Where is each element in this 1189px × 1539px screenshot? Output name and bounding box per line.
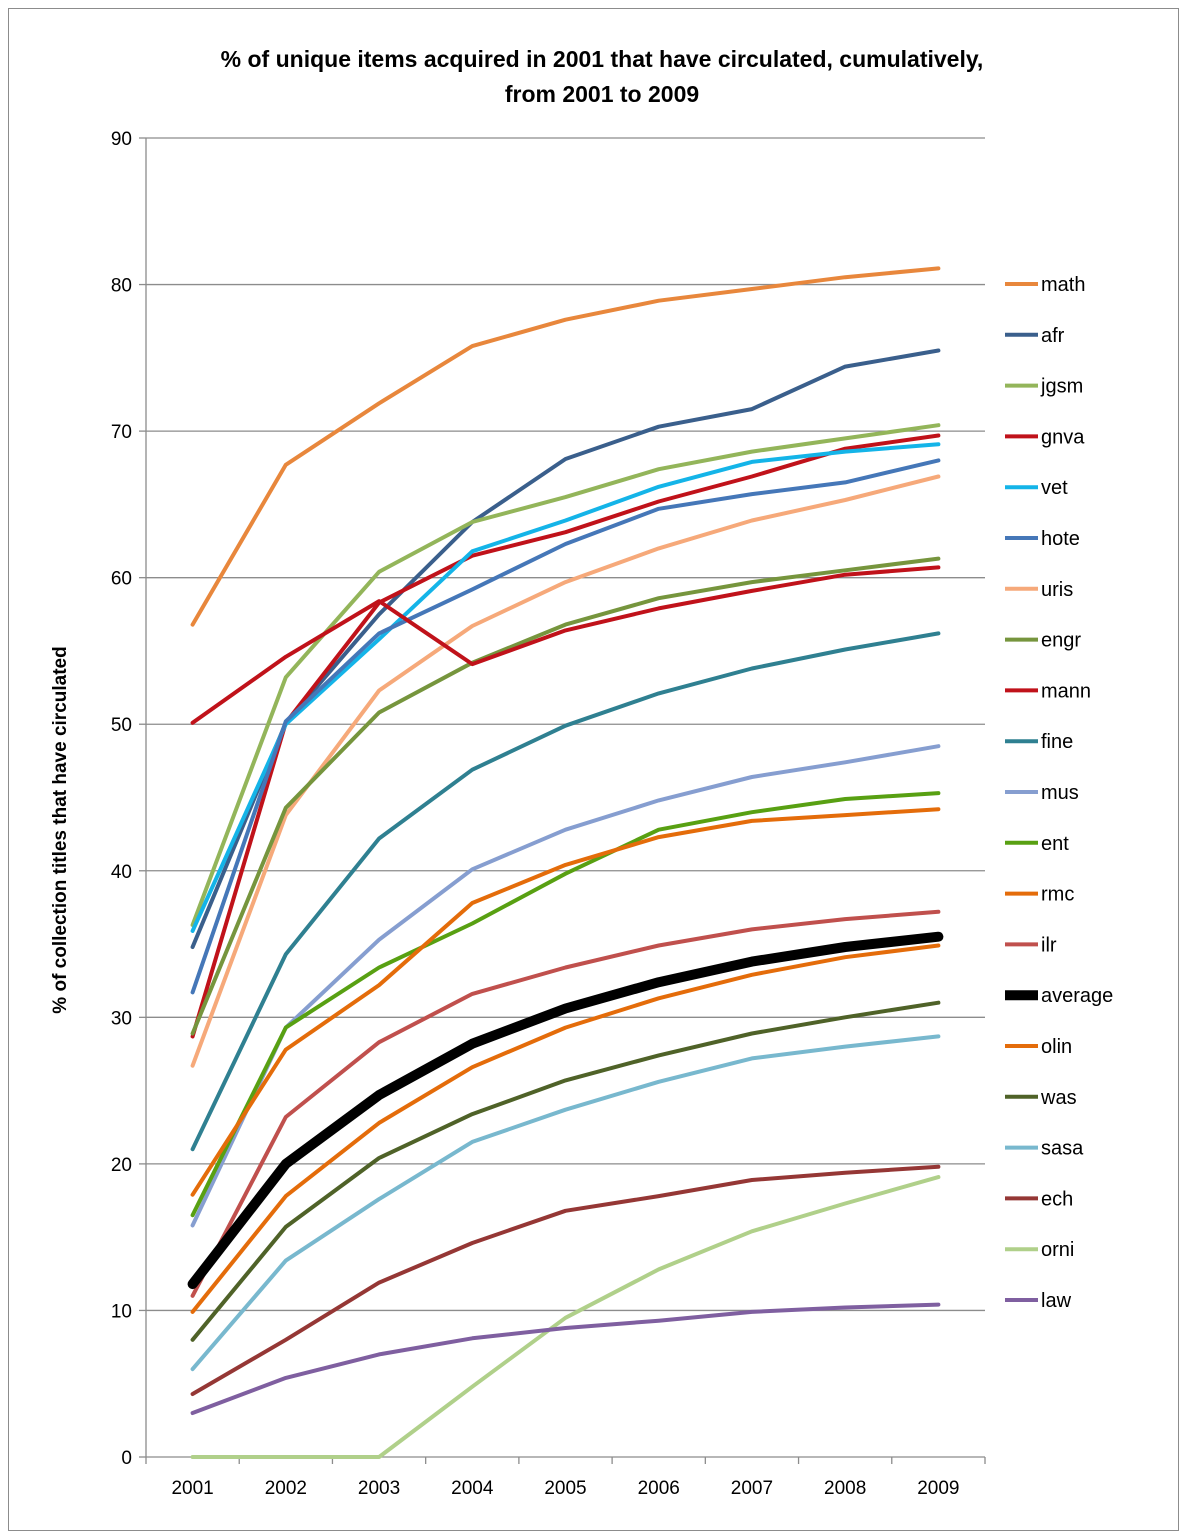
series-line-math bbox=[190, 266, 941, 627]
x-tick-label: 2004 bbox=[451, 1478, 494, 1499]
legend-label-engr: engr bbox=[1041, 630, 1081, 652]
x-tick-label: 2003 bbox=[358, 1478, 400, 1499]
legend-label-fine: fine bbox=[1041, 731, 1073, 753]
y-tick-label: 60 bbox=[111, 569, 132, 590]
y-tick-label: 30 bbox=[111, 1008, 132, 1029]
legend-label-math: math bbox=[1041, 274, 1085, 296]
axes bbox=[139, 137, 986, 1464]
legend-label-ent: ent bbox=[1041, 833, 1069, 855]
legend-label-mus: mus bbox=[1041, 782, 1079, 804]
series-line-ilr bbox=[190, 909, 941, 1298]
legend-label-mann: mann bbox=[1041, 680, 1091, 702]
series-line-olin bbox=[190, 943, 941, 1314]
y-tick-label: 10 bbox=[111, 1301, 132, 1322]
series-line-mann bbox=[190, 565, 941, 725]
legend-label-ech: ech bbox=[1041, 1188, 1073, 1210]
y-tick-label: 80 bbox=[111, 276, 132, 297]
legend-label-gnva: gnva bbox=[1041, 426, 1085, 448]
series-line-uris bbox=[190, 474, 941, 1068]
series-line-jgsm bbox=[190, 423, 941, 927]
series-line-was bbox=[190, 1000, 941, 1342]
series-lines bbox=[187, 266, 944, 1459]
legend-label-orni: orni bbox=[1041, 1239, 1074, 1261]
legend-label-uris: uris bbox=[1041, 579, 1073, 601]
y-tick-label: 20 bbox=[111, 1155, 132, 1176]
series-line-fine bbox=[190, 631, 941, 1152]
series-line-rmc bbox=[190, 807, 941, 1197]
x-tick-label: 2007 bbox=[731, 1478, 773, 1499]
y-tick-label: 50 bbox=[111, 715, 132, 736]
legend-label-ilr: ilr bbox=[1041, 934, 1057, 956]
series-line-gnva bbox=[190, 433, 941, 1039]
series-line-law bbox=[190, 1302, 941, 1415]
x-tick-label: 2009 bbox=[917, 1478, 959, 1499]
x-tick-label: 2005 bbox=[544, 1478, 586, 1499]
x-axis-ticks: 2001 2002 2003 2004 2005 2006 2007 2008 2009 bbox=[171, 1478, 959, 1499]
y-tick-label: 90 bbox=[111, 129, 132, 150]
series-line-average bbox=[187, 931, 944, 1290]
series-line-engr bbox=[190, 556, 941, 1036]
series-line-sasa bbox=[190, 1034, 941, 1372]
x-tick-label: 2006 bbox=[638, 1478, 680, 1499]
legend-label-jgsm: jgsm bbox=[1040, 376, 1083, 398]
chart-title-line-1: % of unique items acquired in 2001 that … bbox=[221, 46, 984, 72]
y-tick-label: 40 bbox=[111, 862, 132, 883]
x-tick-label: 2008 bbox=[824, 1478, 866, 1499]
legend-label-hote: hote bbox=[1041, 528, 1080, 550]
legend-label-sasa: sasa bbox=[1041, 1138, 1084, 1160]
series-line-ent bbox=[190, 791, 941, 1218]
x-tick-label: 2001 bbox=[171, 1478, 213, 1499]
legend-label-was: was bbox=[1040, 1087, 1077, 1109]
legend-label-law: law bbox=[1041, 1290, 1072, 1312]
series-line-mus bbox=[190, 744, 941, 1228]
legend: math afr jgsm gnva vet hote uris engr mann fine mu… bbox=[1005, 274, 1113, 1312]
legend-label-average: average bbox=[1041, 985, 1113, 1007]
chart-title-line-2: from 2001 to 2009 bbox=[505, 81, 699, 107]
y-tick-label: 70 bbox=[111, 422, 132, 443]
series-line-afr bbox=[190, 348, 941, 949]
series-line-vet bbox=[190, 442, 941, 933]
x-tick-label: 2002 bbox=[265, 1478, 307, 1499]
legend-label-afr: afr bbox=[1041, 325, 1065, 347]
legend-label-rmc: rmc bbox=[1041, 884, 1074, 906]
y-axis-label: % of collection titles that have circula… bbox=[50, 646, 71, 1013]
y-axis-ticks: 0 10 20 30 40 50 60 70 80 90 bbox=[111, 129, 132, 1469]
series-line-ech bbox=[190, 1164, 941, 1396]
legend-label-olin: olin bbox=[1041, 1036, 1072, 1058]
series-line-hote bbox=[190, 458, 941, 995]
series-line-orni bbox=[190, 1175, 941, 1459]
y-tick-label: 0 bbox=[121, 1448, 132, 1469]
legend-label-vet: vet bbox=[1041, 477, 1068, 499]
